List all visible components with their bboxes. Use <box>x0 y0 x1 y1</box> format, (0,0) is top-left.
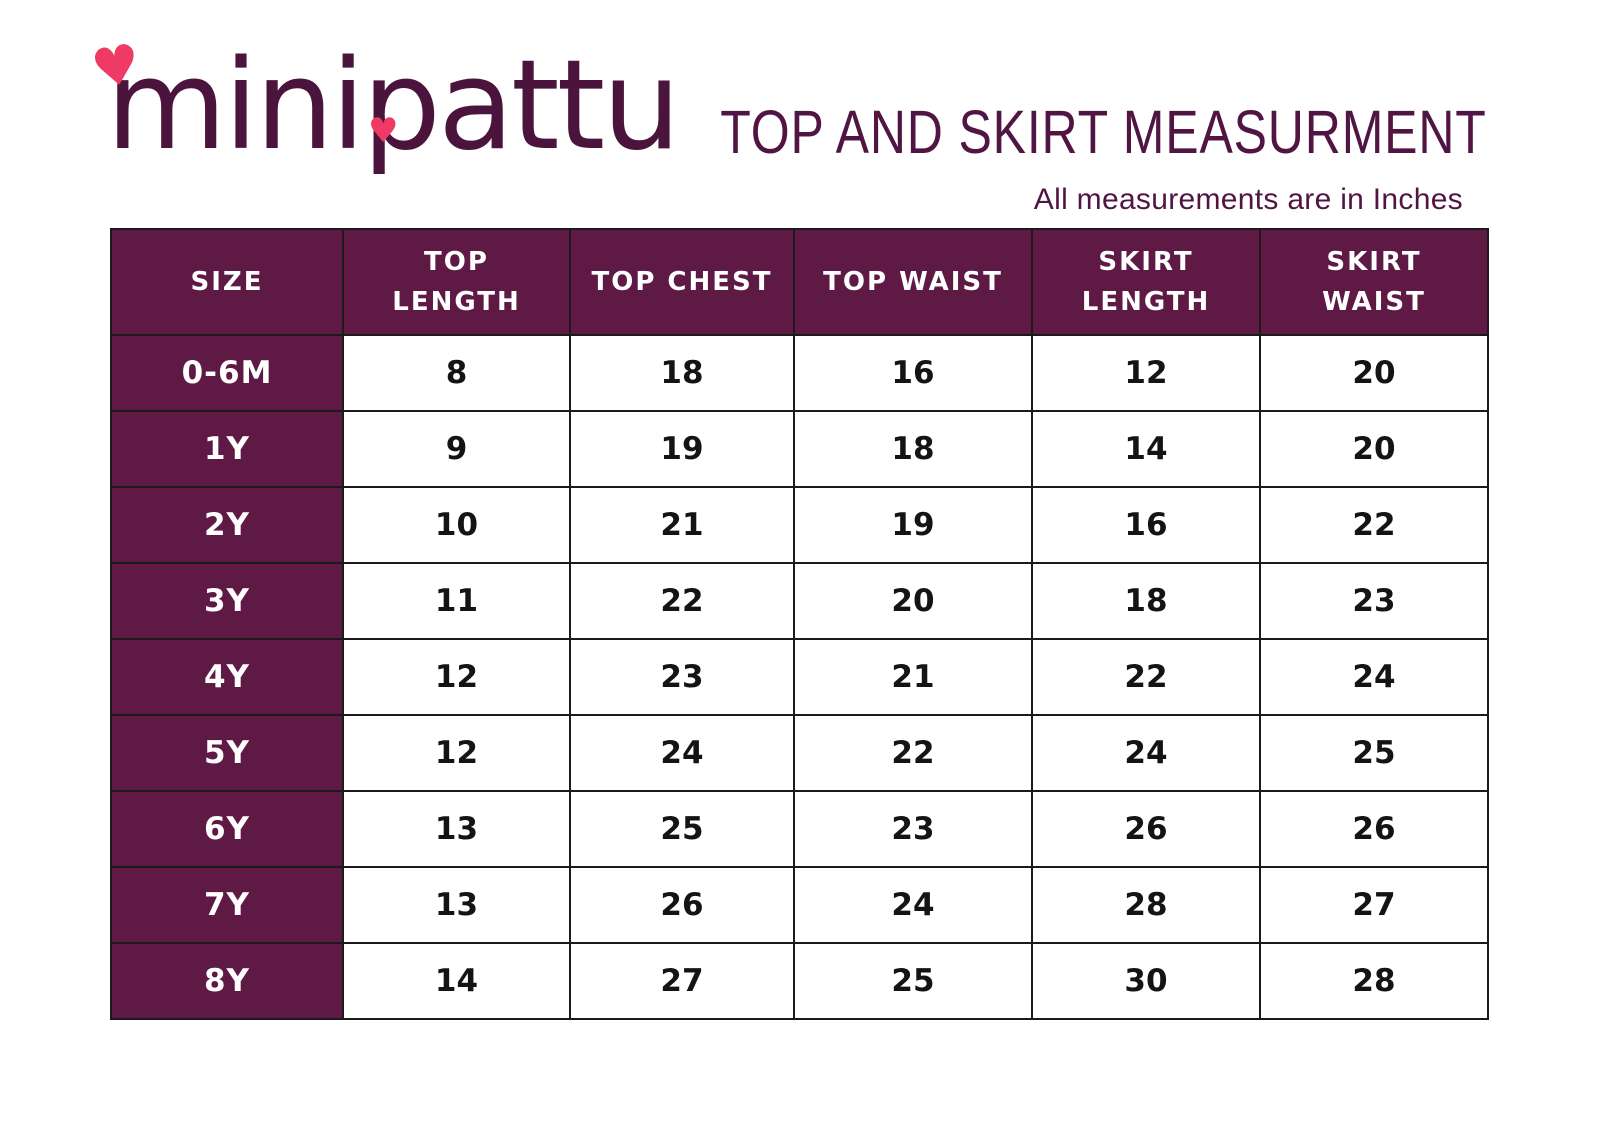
units-note: All measurements are in Inches <box>1033 183 1463 216</box>
value-cell: 14 <box>1031 410 1261 488</box>
value-cell: 19 <box>793 486 1033 564</box>
value-cell: 22 <box>1031 638 1261 716</box>
value-cell: 23 <box>569 638 795 716</box>
size-cell: 5Y <box>110 714 344 792</box>
value-cell: 18 <box>1031 562 1261 640</box>
value-cell: 30 <box>1031 942 1261 1020</box>
value-cell: 13 <box>342 866 571 944</box>
value-cell: 16 <box>1031 486 1261 564</box>
value-cell: 19 <box>569 410 795 488</box>
size-cell: 7Y <box>110 866 344 944</box>
column-header-size: SIZE <box>110 228 344 336</box>
value-cell: 13 <box>342 790 571 868</box>
value-cell: 11 <box>342 562 571 640</box>
value-cell: 20 <box>793 562 1033 640</box>
value-cell: 20 <box>1259 410 1489 488</box>
value-cell: 20 <box>1259 334 1489 412</box>
table-row: 0-6M 8 18 16 12 20 <box>110 334 1489 412</box>
value-cell: 27 <box>569 942 795 1020</box>
size-cell: 8Y <box>110 942 344 1020</box>
value-cell: 22 <box>569 562 795 640</box>
page-title: TOP AND SKIRT MEASURMENT <box>720 98 1487 166</box>
value-cell: 24 <box>793 866 1033 944</box>
table-row: 2Y 10 21 19 16 22 <box>110 486 1489 564</box>
column-header-skirt-length: SKIRT LENGTH <box>1031 228 1261 336</box>
value-cell: 24 <box>1259 638 1489 716</box>
size-cell: 2Y <box>110 486 344 564</box>
value-cell: 12 <box>342 714 571 792</box>
size-cell: 6Y <box>110 790 344 868</box>
brand-logo: ♥ minipattu ♥ <box>87 31 681 194</box>
value-cell: 18 <box>793 410 1033 488</box>
value-cell: 27 <box>1259 866 1489 944</box>
table-row: 7Y 13 26 24 28 27 <box>110 866 1489 944</box>
value-cell: 18 <box>569 334 795 412</box>
table-row: 8Y 14 27 25 30 28 <box>110 942 1489 1020</box>
value-cell: 9 <box>342 410 571 488</box>
value-cell: 22 <box>793 714 1033 792</box>
size-cell: 4Y <box>110 638 344 716</box>
table-row: 1Y 9 19 18 14 20 <box>110 410 1489 488</box>
size-cell: 0-6M <box>110 334 344 412</box>
table-row: 6Y 13 25 23 26 26 <box>110 790 1489 868</box>
value-cell: 26 <box>1259 790 1489 868</box>
value-cell: 14 <box>342 942 571 1020</box>
column-header-top-waist: TOP WAIST <box>793 228 1033 336</box>
value-cell: 23 <box>793 790 1033 868</box>
table-row: 5Y 12 24 22 24 25 <box>110 714 1489 792</box>
value-cell: 25 <box>1259 714 1489 792</box>
value-cell: 24 <box>569 714 795 792</box>
heart-icon: ♥ <box>368 111 399 151</box>
value-cell: 26 <box>1031 790 1261 868</box>
value-cell: 28 <box>1031 866 1261 944</box>
measurement-table: SIZE TOP LENGTH TOP CHEST TOP WAIST SKIRT LENG… <box>110 228 1489 1020</box>
value-cell: 28 <box>1259 942 1489 1020</box>
size-cell: 1Y <box>110 410 344 488</box>
value-cell: 25 <box>793 942 1033 1020</box>
table-row: 3Y 11 22 20 18 23 <box>110 562 1489 640</box>
value-cell: 24 <box>1031 714 1261 792</box>
table-header-row: SIZE TOP LENGTH TOP CHEST TOP WAIST SKIRT LENG… <box>110 228 1489 336</box>
table-row: 4Y 12 23 21 22 24 <box>110 638 1489 716</box>
heart-icon: ♥ <box>86 31 146 102</box>
value-cell: 12 <box>1031 334 1261 412</box>
value-cell: 22 <box>1259 486 1489 564</box>
column-header-skirt-waist: SKIRT WAIST <box>1259 228 1489 336</box>
value-cell: 12 <box>342 638 571 716</box>
value-cell: 23 <box>1259 562 1489 640</box>
value-cell: 25 <box>569 790 795 868</box>
value-cell: 26 <box>569 866 795 944</box>
value-cell: 21 <box>793 638 1033 716</box>
value-cell: 10 <box>342 486 571 564</box>
size-cell: 3Y <box>110 562 344 640</box>
column-header-top-chest: TOP CHEST <box>569 228 795 336</box>
column-header-top-length: TOP LENGTH <box>342 228 571 336</box>
value-cell: 16 <box>793 334 1033 412</box>
value-cell: 21 <box>569 486 795 564</box>
brand-logo-text: minipattu <box>106 34 681 178</box>
value-cell: 8 <box>342 334 571 412</box>
